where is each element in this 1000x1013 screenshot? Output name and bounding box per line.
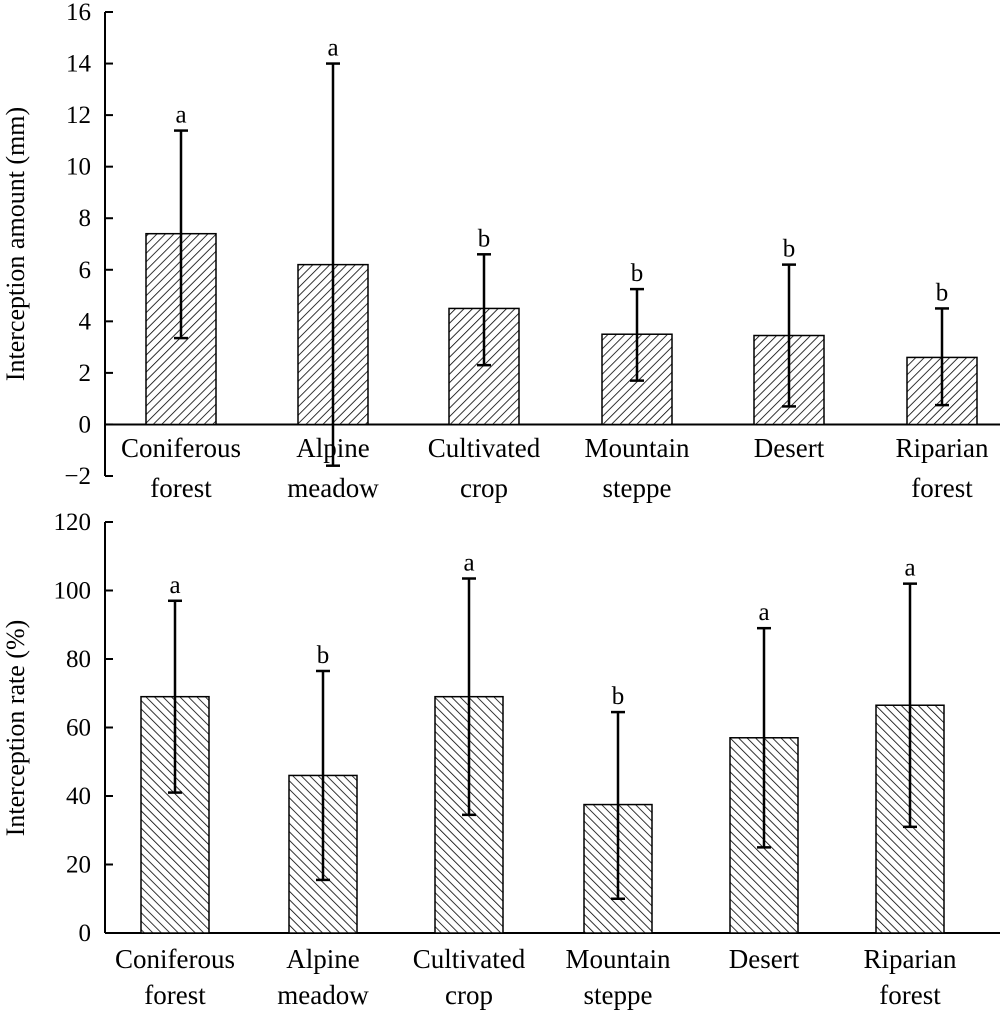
significance-label: b [317,642,330,669]
y-tick-label: 0 [79,920,92,947]
category-label: meadow [287,473,379,503]
category-label: Mountain [585,433,690,463]
category-label: Coniferous [115,944,235,974]
y-tick-label: 120 [54,509,92,536]
category-label: crop [445,980,493,1010]
category-label: Riparian [896,433,989,463]
interception-rate-chart: Interception rate (%) 0 20 40 60 80 100 120 a Co… [1,509,1000,1010]
category-label: crop [460,473,508,503]
significance-label: b [936,279,949,306]
y-tick-label: 12 [66,102,91,129]
category-label: Alpine [296,433,370,463]
y-tick-label: 2 [79,360,92,387]
y-tick-label: 40 [66,783,91,810]
y-tick-label: 10 [66,154,91,181]
significance-label: a [758,599,769,626]
category-label: steppe [603,473,672,503]
y-tick-label: 4 [79,308,92,335]
y-axis-title: Interception amount (mm) [1,107,30,381]
y-tick-label: 20 [66,852,91,879]
significance-label: b [612,683,625,710]
significance-label: b [783,236,796,263]
y-tick-label: 80 [66,646,91,673]
category-label: Mountain [566,944,671,974]
category-label: Riparian [864,944,957,974]
category-label: steppe [584,980,653,1010]
y-tick-label: −2 [64,463,91,490]
significance-label: a [463,550,474,577]
y-tick-label: 14 [66,51,92,78]
y-tick-label: 60 [66,715,91,742]
significance-label: a [327,35,338,62]
category-label: Cultivated [413,944,526,974]
significance-label: a [175,102,186,129]
category-label: Desert [754,433,825,463]
category-label: Cultivated [428,433,541,463]
category-label: forest [911,473,973,503]
category-label: Coniferous [121,433,241,463]
interception-amount-chart: Interception amount (mm) −2 0 2 4 6 8 10 12 14 16… [1,0,1000,503]
category-label: forest [879,980,941,1010]
category-label: forest [150,473,212,503]
y-tick-label: 100 [54,578,92,605]
y-tick-label: 0 [79,411,92,438]
y-tick-label: 16 [66,0,91,26]
category-label: meadow [277,980,369,1010]
category-label: forest [144,980,206,1010]
significance-label: a [904,555,915,582]
y-axis-title: Interception rate (%) [1,620,30,837]
significance-label: a [169,572,180,599]
y-tick-label: 8 [79,205,92,232]
significance-label: b [478,225,491,252]
category-label: Desert [729,944,800,974]
significance-label: b [631,260,644,287]
y-tick-label: 6 [79,257,92,284]
category-label: Alpine [286,944,360,974]
